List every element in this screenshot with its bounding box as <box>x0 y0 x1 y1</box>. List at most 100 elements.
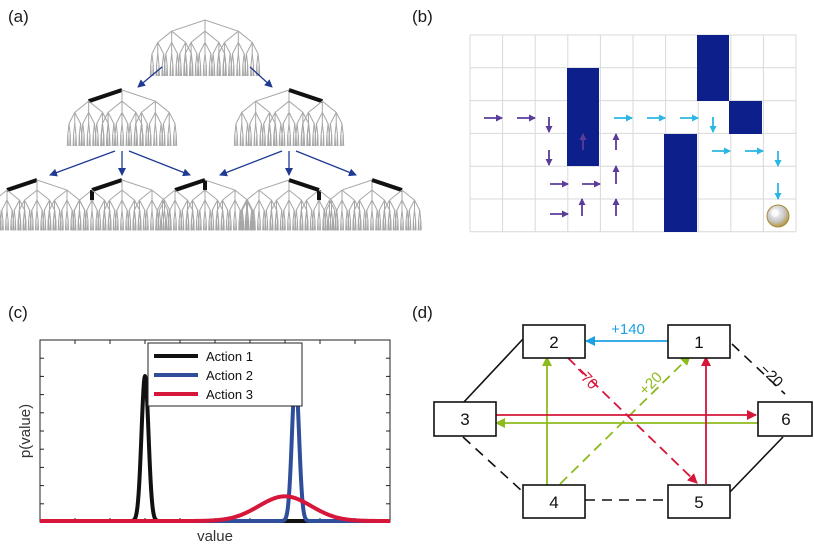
tree-branch <box>241 123 244 135</box>
tree-branch <box>341 189 355 201</box>
tree-branch <box>145 134 148 147</box>
tree-arrow <box>249 66 273 88</box>
tree-branch <box>86 199 93 211</box>
tree-branch <box>258 210 261 221</box>
tree-branch <box>181 210 184 221</box>
tree-branch <box>235 123 238 135</box>
tree-branch <box>244 64 247 77</box>
tree-branch <box>6 178 38 192</box>
tree-branch <box>245 53 249 65</box>
tree-branch <box>18 210 21 221</box>
tree-branch <box>133 199 140 211</box>
tree-branch <box>270 210 273 221</box>
tree-branch <box>325 210 328 221</box>
tree-branch <box>234 134 236 147</box>
tree-branch <box>230 64 233 77</box>
tree-branch <box>114 134 117 147</box>
tree-branch <box>79 210 82 221</box>
tree-branch <box>198 42 206 54</box>
tree-branch <box>306 210 309 221</box>
tree-branch <box>121 100 137 113</box>
tree-branch <box>199 210 202 221</box>
tree-branch <box>353 199 360 211</box>
tree-branch <box>245 42 253 54</box>
tree-branch <box>179 53 182 65</box>
tree-branch <box>96 123 99 135</box>
tree-branch <box>378 210 381 221</box>
tree-branch <box>6 189 20 201</box>
tree-branch <box>103 134 105 147</box>
tree-branch <box>340 134 342 147</box>
tree-branch <box>318 210 321 221</box>
node-label: 4 <box>549 493 558 512</box>
tree-branch <box>88 88 123 104</box>
tree-branch <box>186 64 188 77</box>
tree-branch <box>166 64 169 77</box>
tree-branch <box>103 210 106 221</box>
panel-label-b: (b) <box>412 7 433 26</box>
tree-branch <box>295 134 297 147</box>
tree-branch <box>6 199 13 211</box>
tree-branch <box>115 123 118 135</box>
tree-branch <box>191 64 194 77</box>
tree-branch <box>236 134 239 147</box>
tree-branch <box>229 210 232 221</box>
tree-branch <box>302 112 309 124</box>
tree-branch <box>276 189 290 201</box>
tree-branch <box>156 210 159 221</box>
tree-branch <box>288 178 320 192</box>
tree-branch <box>283 199 290 211</box>
policy-arrows <box>484 114 782 218</box>
tree-branch <box>157 53 160 65</box>
tree-branch <box>335 112 343 124</box>
tree-branch <box>66 189 80 201</box>
tree-branch <box>91 210 94 221</box>
tree-branch <box>151 199 158 211</box>
tree-branch <box>24 210 27 221</box>
tree-branch <box>274 100 290 113</box>
tree-branch <box>279 134 281 147</box>
tree-branch <box>318 189 332 201</box>
edge-1-6 <box>731 343 786 395</box>
tree-branch <box>247 199 254 211</box>
tree-branch <box>218 53 221 65</box>
tree-branch <box>288 189 302 201</box>
tree-branch <box>359 189 373 201</box>
tree-branch <box>222 199 229 211</box>
tree-branch <box>383 199 390 211</box>
legend-label: Action 2 <box>206 368 253 383</box>
tree-branch <box>300 134 303 147</box>
tree-branch <box>108 134 111 147</box>
tree-branch <box>204 210 207 221</box>
tree-branch <box>328 134 331 147</box>
tree-branch <box>186 210 189 221</box>
tree-branch <box>6 210 9 221</box>
tree-branch <box>168 112 176 124</box>
tree-arrow <box>219 150 283 177</box>
wall-block <box>729 101 762 134</box>
tree-branch <box>162 189 176 201</box>
tree-branch <box>234 210 237 221</box>
tree-branch <box>336 199 343 211</box>
tree-branch <box>240 134 242 147</box>
tree-branch <box>323 199 330 211</box>
game-tree <box>149 19 261 77</box>
tree-branch <box>139 199 146 211</box>
tree-branch <box>246 210 249 221</box>
tree-branch <box>288 199 295 211</box>
tree-branch <box>306 134 309 147</box>
wall-block <box>664 134 697 232</box>
tree-branch <box>359 210 362 221</box>
tree-branch <box>181 199 188 211</box>
tree-branch <box>204 199 211 211</box>
tree-branch <box>169 210 172 221</box>
tree-branch <box>121 199 128 211</box>
tree-branch <box>313 210 316 221</box>
tree-branch <box>199 64 202 77</box>
tree-branch <box>31 210 34 221</box>
tree-branch <box>240 210 243 221</box>
game-tree <box>155 178 255 231</box>
tree-branch <box>116 199 123 211</box>
tree-branch <box>174 123 177 135</box>
game-tree <box>66 88 178 147</box>
